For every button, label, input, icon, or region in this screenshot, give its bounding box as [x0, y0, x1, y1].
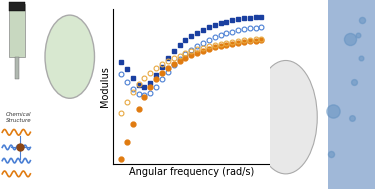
Circle shape — [45, 15, 94, 98]
Bar — [15, 57, 19, 79]
Circle shape — [254, 60, 317, 174]
Y-axis label: Modulus: Modulus — [100, 67, 110, 107]
Bar — [9, 2, 25, 11]
Text: Chemical
Structure: Chemical Structure — [6, 112, 31, 123]
X-axis label: Angular frequency (rad/s): Angular frequency (rad/s) — [129, 167, 254, 177]
